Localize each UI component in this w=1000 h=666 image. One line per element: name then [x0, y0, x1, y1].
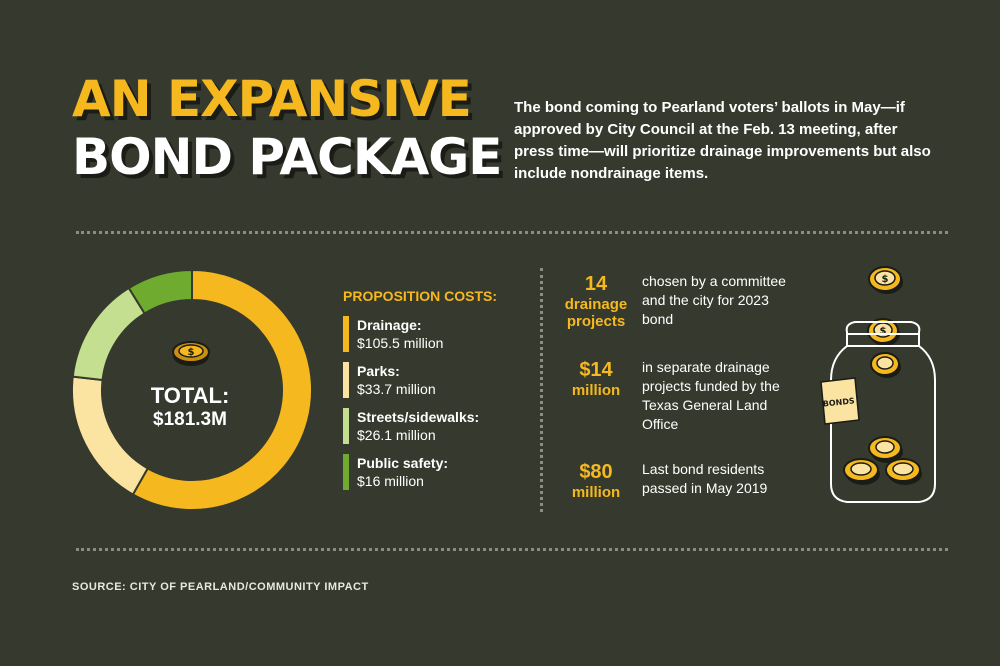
legend-name: Public safety:: [357, 455, 449, 471]
fact-number-big: 14: [584, 273, 608, 295]
jar-label: BONDS: [822, 396, 855, 408]
headline: AN EXPANSIVE BOND PACKAGE: [72, 70, 502, 186]
fact-glo-funding: $14 million in separate drainage project…: [560, 358, 802, 434]
fact-number-small: drainage projects: [564, 296, 628, 330]
total-label: TOTAL:: [150, 383, 230, 408]
divider-vertical: [540, 268, 543, 512]
legend-swatch: [343, 408, 349, 444]
fact-number: $80 million: [560, 460, 632, 501]
legend-name: Drainage:: [357, 317, 422, 333]
legend-swatch: [343, 316, 349, 352]
legend-item-parks: Parks: $33.7 million: [343, 362, 533, 398]
donut-chart: [71, 268, 313, 511]
legend-item-public-safety: Public safety: $16 million: [343, 454, 533, 490]
coin-icon: $: [172, 341, 210, 366]
bonds-tag: BONDS: [820, 377, 860, 425]
coin-icon: [868, 436, 903, 463]
fact-last-bond: $80 million Last bond residents passed i…: [560, 460, 802, 501]
legend-value: $26.1 million: [357, 427, 436, 443]
svg-text:$: $: [188, 347, 195, 358]
legend-name: Streets/sidewalks:: [357, 409, 480, 425]
coin-icon: $: [868, 266, 903, 294]
coin-icon: [885, 458, 922, 485]
fact-text: in separate drainage projects funded by …: [642, 359, 780, 432]
fact-number-big: $80: [579, 461, 613, 483]
fact-number-small: million: [571, 382, 621, 399]
legend-value: $105.5 million: [357, 335, 444, 351]
source-note: SOURCE: CITY OF PEARLAND/COMMUNITY IMPAC…: [72, 581, 369, 593]
legend-item-streets: Streets/sidewalks: $26.1 million: [343, 408, 533, 444]
coin-icon: [843, 458, 880, 485]
legend-swatch: [343, 362, 349, 398]
total-value: $181.3M: [153, 409, 227, 430]
svg-text:$: $: [882, 274, 889, 285]
fact-number-big: $14: [579, 359, 613, 381]
divider-top: [76, 231, 948, 234]
coin-icon: [870, 352, 901, 378]
divider-bottom: [76, 548, 948, 551]
donut-slice-streets-sidewalks: [71, 286, 146, 382]
legend-swatch: [343, 454, 349, 490]
intro-text: The bond coming to Pearland voters’ ball…: [514, 99, 931, 182]
legend-value: $16 million: [357, 473, 424, 489]
fact-text: chosen by a committee and the city for 2…: [642, 273, 786, 327]
donut-slice-public-safety: [127, 268, 193, 315]
bond-jar-illustration: $ $ BONDS: [820, 266, 936, 503]
legend-value: $33.7 million: [357, 381, 436, 397]
legend-item-drainage: Drainage: $105.5 million: [343, 316, 533, 352]
legend: PROPOSITION COSTS: Drainage: $105.5 mill…: [343, 288, 533, 500]
donut-slice-drainage: [131, 268, 313, 511]
headline-line-2: BOND PACKAGE: [72, 128, 502, 186]
fact-number-small: million: [571, 484, 621, 501]
fact-drainage-projects: 14 drainage projects chosen by a committ…: [560, 272, 802, 330]
svg-text:$: $: [880, 326, 887, 337]
headline-line-1: AN EXPANSIVE: [72, 70, 472, 128]
legend-title: PROPOSITION COSTS:: [343, 288, 498, 304]
legend-name: Parks:: [357, 363, 400, 379]
coin-icon: $: [867, 318, 900, 346]
donut-total: TOTAL: $181.3M: [120, 384, 260, 432]
fact-number: $14 million: [560, 358, 632, 434]
fact-number: 14 drainage projects: [560, 272, 632, 330]
fact-text: Last bond residents passed in May 2019: [642, 461, 768, 496]
